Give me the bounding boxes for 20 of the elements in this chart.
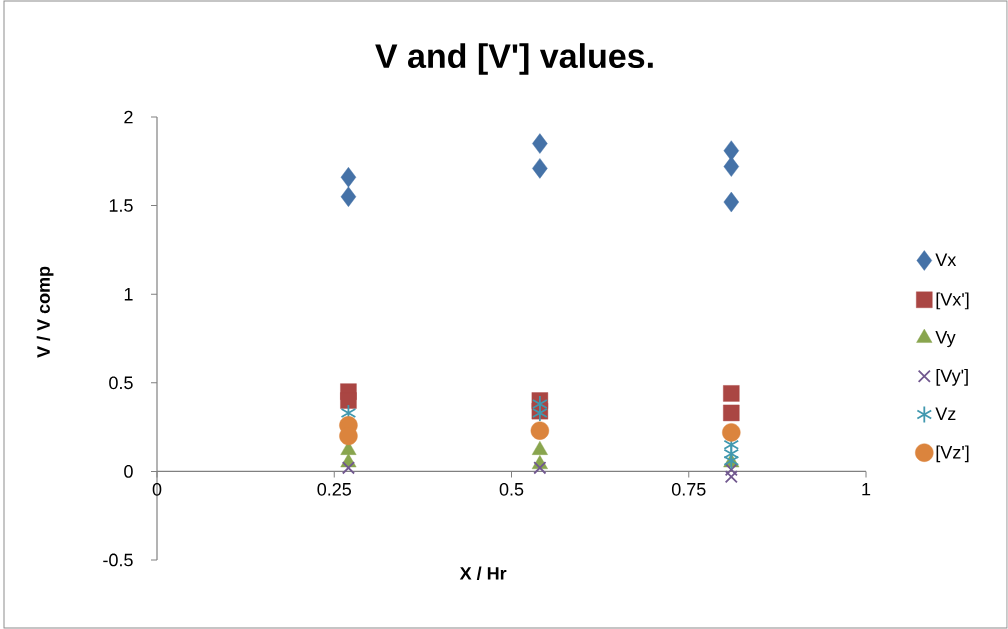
y-tick-label: -0.5: [103, 553, 133, 567]
legend-label: [Vz']: [936, 445, 969, 463]
legend-label: Vz: [935, 407, 956, 420]
x-axis-title: X / Hr: [459, 566, 507, 580]
legend-label: [Vy']: [936, 368, 968, 386]
x-tick-label: 0.5: [499, 482, 524, 496]
x-tick-label: 0: [152, 482, 162, 496]
x-tick-label: 0.25: [317, 482, 352, 496]
x-tick-label: 0.75: [671, 482, 706, 496]
y-tick-label: 2: [124, 110, 133, 124]
legend-label: Vy: [935, 331, 956, 348]
chart-title: V and [V'] values.: [375, 43, 653, 75]
y-tick-label: 0.5: [109, 376, 133, 390]
legend-label: Vx: [935, 253, 957, 266]
y-tick-label: 1.5: [109, 199, 133, 212]
y-tick-label: 1: [124, 288, 133, 301]
legend-label: [Vx']: [936, 292, 969, 310]
y-axis-title: V / V comp: [36, 266, 54, 358]
x-tick-label: 1: [862, 482, 871, 496]
y-tick-label: 0: [124, 465, 133, 478]
